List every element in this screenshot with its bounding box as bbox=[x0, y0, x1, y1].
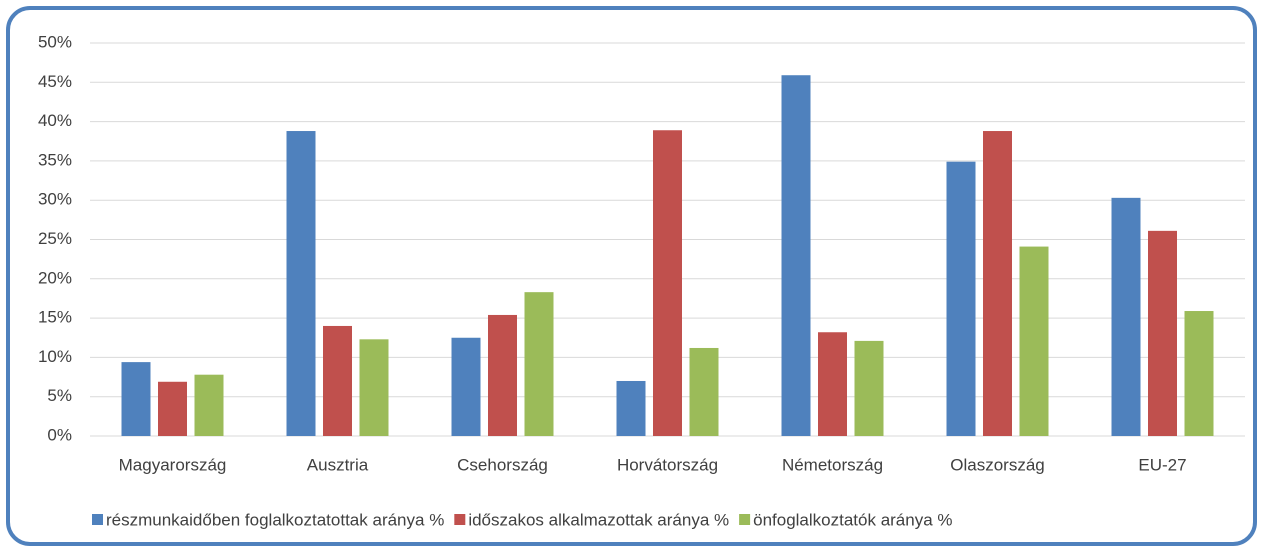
bar bbox=[946, 161, 976, 436]
y-tick-label: 5% bbox=[47, 386, 72, 405]
x-tick-label: Csehország bbox=[457, 455, 548, 474]
legend-label: részmunkaidőben foglalkoztatottak aránya… bbox=[106, 510, 444, 529]
bar bbox=[1019, 246, 1049, 436]
x-tick-label: Ausztria bbox=[307, 455, 369, 474]
y-tick-label: 25% bbox=[38, 229, 72, 248]
legend-swatch bbox=[739, 514, 751, 525]
y-tick-label: 40% bbox=[38, 111, 72, 130]
bar bbox=[121, 362, 151, 436]
bar bbox=[488, 314, 517, 436]
y-tick-label: 45% bbox=[38, 72, 72, 91]
bar bbox=[359, 339, 389, 436]
bar bbox=[524, 292, 554, 436]
bar bbox=[1111, 197, 1141, 436]
bar bbox=[983, 131, 1012, 437]
bar bbox=[1184, 311, 1214, 436]
x-tick-label: Olaszország bbox=[950, 455, 1044, 474]
legend-swatch bbox=[454, 514, 466, 525]
y-tick-label: 20% bbox=[38, 268, 72, 287]
legend-label: időszakos alkalmazottak aránya % bbox=[468, 510, 729, 529]
x-tick-label: EU-27 bbox=[1138, 455, 1186, 474]
bar bbox=[323, 325, 352, 436]
bar bbox=[194, 374, 224, 436]
y-tick-label: 15% bbox=[38, 308, 72, 327]
bar bbox=[451, 337, 481, 436]
y-tick-label: 30% bbox=[38, 190, 72, 209]
y-tick-label: 50% bbox=[38, 32, 72, 51]
bar bbox=[286, 131, 316, 437]
legend-swatch bbox=[92, 514, 103, 525]
bar bbox=[158, 381, 187, 436]
x-tick-label: Magyarország bbox=[119, 455, 227, 474]
y-tick-label: 0% bbox=[47, 425, 72, 444]
bar bbox=[616, 380, 646, 436]
bar bbox=[689, 347, 719, 436]
bar bbox=[653, 130, 682, 436]
legend-label: önfoglalkoztatók aránya % bbox=[753, 510, 952, 529]
bar bbox=[1148, 230, 1177, 436]
y-tick-label: 10% bbox=[38, 347, 72, 366]
x-tick-label: Horvátország bbox=[617, 455, 718, 474]
y-tick-label: 35% bbox=[38, 150, 72, 169]
x-tick-label: Németország bbox=[782, 455, 883, 474]
bar bbox=[854, 340, 884, 436]
bar bbox=[818, 332, 847, 436]
bar bbox=[781, 75, 811, 436]
chart-frame bbox=[6, 6, 1257, 546]
